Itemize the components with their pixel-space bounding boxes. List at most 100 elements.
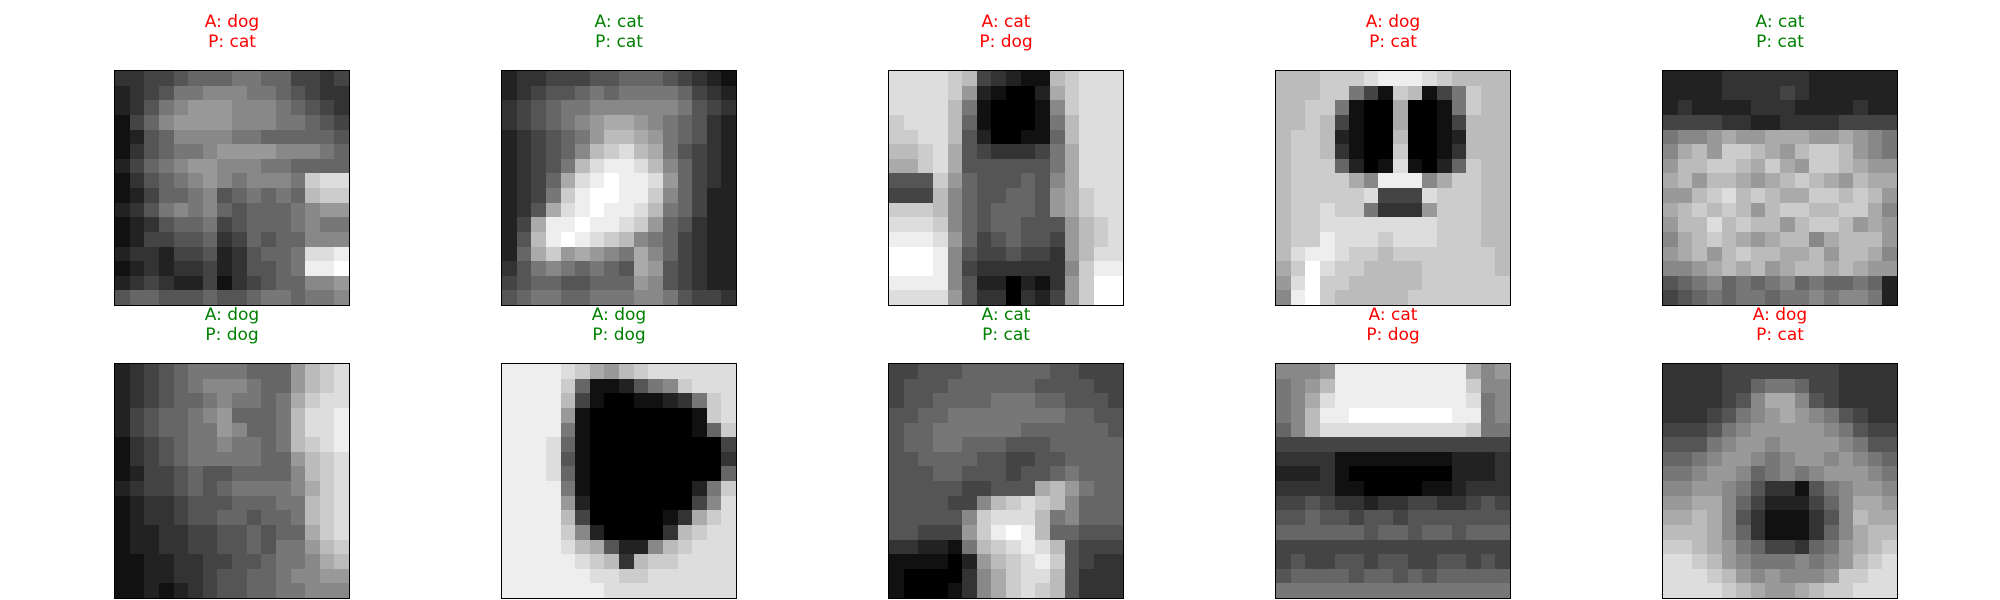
pixel — [991, 231, 1006, 247]
pixel — [516, 481, 532, 496]
pixel — [1780, 129, 1795, 145]
pixel — [545, 510, 561, 525]
pixel — [1334, 100, 1350, 115]
pixel — [1750, 583, 1766, 598]
pixel — [246, 114, 262, 130]
pixel — [1867, 510, 1883, 525]
pixel — [217, 407, 232, 423]
pixel — [1794, 158, 1810, 174]
pixel — [1736, 451, 1751, 467]
pixel — [1750, 129, 1766, 145]
pixel — [976, 539, 992, 555]
pixel — [932, 188, 948, 203]
pixel — [173, 481, 189, 496]
pixel — [1838, 554, 1854, 569]
pixel — [1692, 451, 1707, 467]
dog-photo-image — [114, 363, 350, 599]
pixel — [1765, 451, 1780, 467]
pixel — [1853, 466, 1868, 481]
pixel — [217, 173, 232, 188]
actual-label: A: cat — [981, 12, 1031, 32]
pixel — [202, 158, 218, 174]
pixel — [1035, 100, 1050, 115]
pixel — [918, 231, 933, 247]
pixel — [1495, 407, 1510, 423]
pixel — [1035, 451, 1050, 467]
pixel — [662, 451, 678, 467]
pixel — [1838, 100, 1854, 115]
pixel — [633, 275, 649, 291]
pixel — [144, 554, 159, 569]
pixel — [1407, 481, 1423, 496]
pixel — [692, 466, 707, 481]
pixel — [1736, 378, 1751, 394]
pixel — [275, 466, 291, 481]
pixel — [173, 100, 189, 115]
pixel — [1319, 202, 1335, 218]
pixel — [633, 261, 649, 276]
pixel — [692, 554, 707, 569]
pixel — [918, 188, 933, 203]
pixel — [115, 364, 130, 379]
pixel — [129, 451, 145, 467]
pixel — [246, 158, 262, 174]
pixel — [1006, 114, 1021, 130]
pixel — [1750, 364, 1766, 379]
pixel — [889, 261, 904, 276]
pixel — [1378, 393, 1393, 408]
pixel — [1108, 422, 1123, 438]
pixel — [144, 173, 159, 188]
pixel — [721, 393, 736, 408]
pixel — [1290, 290, 1306, 305]
pixel — [144, 583, 159, 598]
pixel — [1064, 583, 1080, 598]
pixel — [991, 364, 1006, 379]
pixel — [1750, 275, 1766, 291]
pixel — [1838, 202, 1854, 218]
pixel — [545, 437, 561, 452]
pixel — [1794, 188, 1810, 203]
pixel — [1393, 481, 1408, 496]
pixel — [1794, 231, 1810, 247]
pixel — [1407, 554, 1423, 569]
pixel — [1451, 246, 1467, 262]
pixel — [706, 188, 722, 203]
pixel — [947, 495, 963, 511]
pixel — [1823, 188, 1839, 203]
pixel — [188, 364, 203, 379]
pixel — [692, 583, 707, 598]
pixel — [516, 451, 532, 467]
pixel — [1480, 71, 1496, 86]
pixel — [1736, 539, 1751, 555]
pixel — [662, 144, 678, 159]
pixel — [1436, 261, 1452, 276]
pixel — [1407, 261, 1423, 276]
pixel — [962, 539, 977, 555]
pixel — [1020, 495, 1036, 511]
pixel — [1079, 202, 1094, 218]
pixel — [1823, 422, 1839, 438]
pixel — [516, 422, 532, 438]
pixel — [1466, 246, 1481, 262]
pixel — [1422, 217, 1437, 232]
pixel — [275, 129, 291, 145]
pixel — [1305, 422, 1320, 438]
pixel — [677, 158, 693, 174]
pixel — [560, 554, 576, 569]
pixel — [633, 481, 649, 496]
pixel — [202, 407, 218, 423]
pixel — [1334, 481, 1350, 496]
pixel — [1451, 231, 1467, 247]
pixel — [604, 481, 619, 496]
pixel — [115, 437, 130, 452]
pixel — [692, 290, 707, 305]
pixel — [947, 231, 963, 247]
pixel — [1780, 568, 1795, 584]
pixel — [1064, 364, 1080, 379]
pixel — [1466, 364, 1481, 379]
pixel — [991, 129, 1006, 145]
pixel — [1882, 231, 1897, 247]
pixel — [947, 246, 963, 262]
pixel — [1765, 144, 1780, 159]
pixel — [1809, 129, 1824, 145]
